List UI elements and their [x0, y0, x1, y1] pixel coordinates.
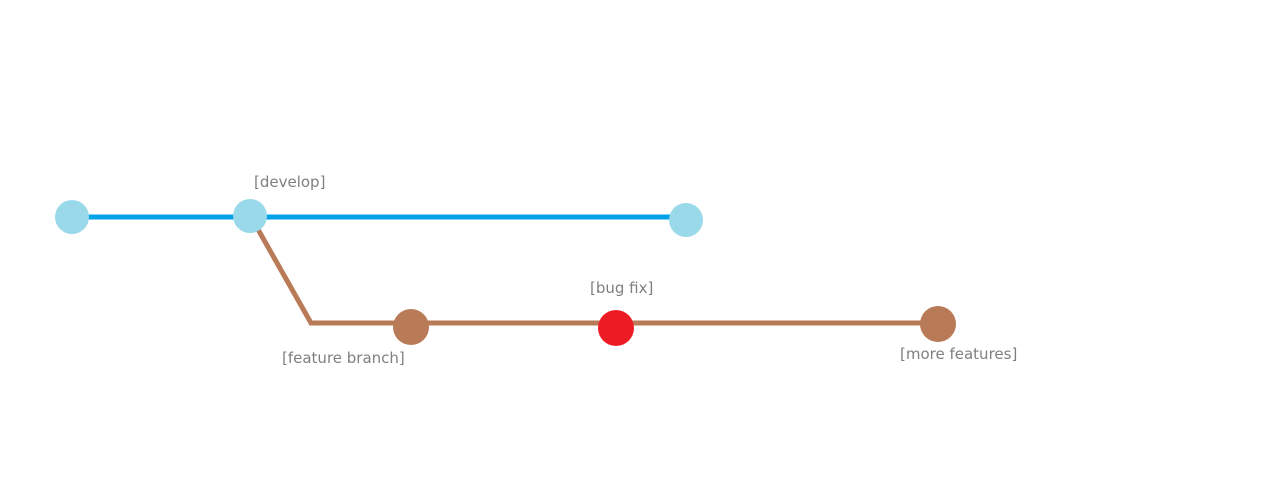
feature-branch-line — [248, 215, 938, 326]
feature-branch-label: [feature branch] — [282, 349, 405, 367]
feature-commit-node — [920, 306, 956, 342]
feature-commit-node — [393, 309, 429, 345]
develop-label: [develop] — [254, 173, 325, 191]
more-features-label: [more features] — [900, 345, 1017, 363]
develop-commit-node — [669, 203, 703, 237]
bugfix-commit-node — [598, 310, 634, 346]
develop-commit-node — [233, 199, 267, 233]
develop-commit-node — [55, 200, 89, 234]
bug-fix-label: [bug fix] — [590, 279, 653, 297]
